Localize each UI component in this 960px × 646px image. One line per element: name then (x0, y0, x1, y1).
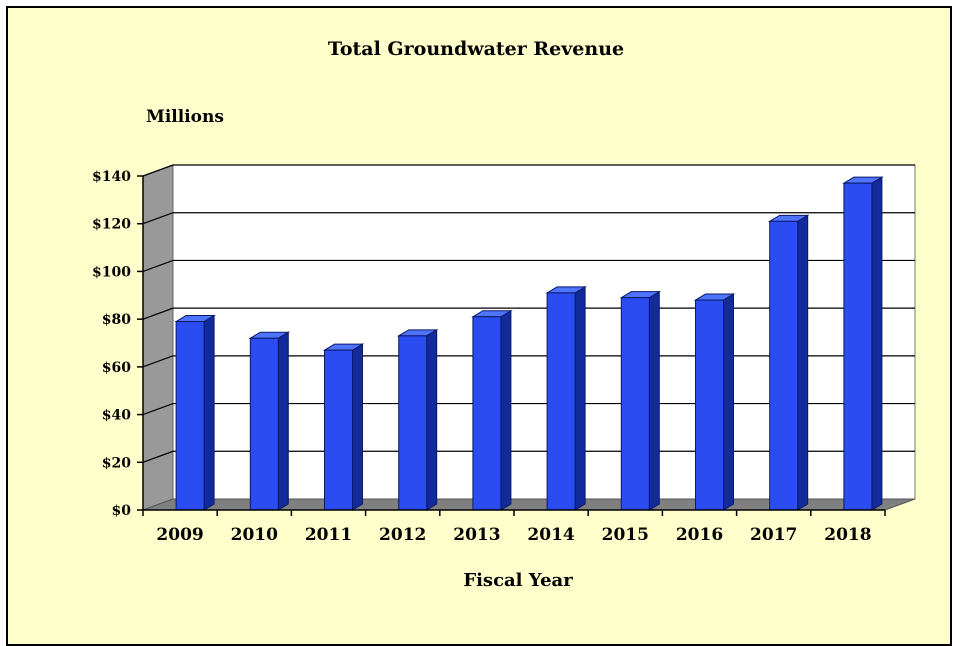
bar-front-2009 (175, 321, 205, 511)
chart-title: Total Groundwater Revenue (328, 38, 624, 60)
bar-front-2018 (843, 182, 873, 511)
bar-side-2009 (203, 314, 215, 511)
bar-front-2010 (249, 337, 279, 511)
x-tick-label-2017: 2017 (750, 525, 797, 545)
x-tick-label-2012: 2012 (379, 525, 426, 545)
y-unit-label: Millions (146, 107, 224, 127)
bar-2017 (767, 214, 810, 511)
bar-front-2015 (620, 297, 650, 511)
bar-chart: Total Groundwater Revenue Millions $0 $20… (92, 38, 916, 591)
y-tick-label-140: $140 (92, 169, 131, 185)
bar-front-2016 (695, 299, 724, 511)
gridlines (142, 164, 915, 463)
gridline-20 (142, 450, 915, 463)
y-tick-label-0: $0 (112, 503, 132, 519)
x-tick-label-2018: 2018 (824, 525, 871, 545)
y-tick-label-80: $80 (102, 312, 131, 328)
bar-2010 (248, 331, 291, 511)
bar-front-2017 (769, 220, 799, 511)
bar-side-2011 (352, 343, 363, 511)
x-tick-label-2009: 2009 (156, 525, 203, 545)
y-axis-ticks: $0 $20 $40 $60 $80 $100 $120 $140 (92, 169, 144, 519)
bar-front-2012 (398, 335, 428, 511)
bar-side-2017 (797, 214, 809, 511)
y-tick-label-100: $100 (92, 264, 131, 280)
bar-2018 (842, 176, 884, 511)
gridline-80 (142, 307, 915, 320)
bars (174, 176, 884, 511)
x-tick-label-2015: 2015 (602, 525, 649, 545)
bar-front-2013 (472, 316, 502, 511)
gridline-100 (142, 259, 915, 272)
bar-2012 (396, 328, 439, 511)
gridline-40 (142, 402, 915, 416)
x-tick-label-2014: 2014 (527, 525, 574, 545)
x-tick-label-2010: 2010 (231, 525, 278, 545)
gridline-140 (142, 164, 915, 177)
y-tick-label-120: $120 (92, 217, 131, 233)
bar-side-2012 (426, 328, 438, 511)
bar-2014 (545, 286, 587, 511)
bar-side-2013 (500, 309, 512, 511)
bar-2011 (322, 343, 365, 511)
x-tick-label-2013: 2013 (453, 525, 500, 545)
gridline-60 (142, 355, 915, 368)
bar-side-2014 (574, 286, 586, 511)
plot-side-wall (142, 164, 174, 511)
bar-2009 (174, 314, 216, 511)
x-tick-label-2016: 2016 (676, 525, 723, 545)
y-tick-label-20: $20 (102, 455, 131, 471)
bar-2013 (471, 309, 513, 511)
bar-side-2016 (723, 293, 734, 511)
x-tick-label-2011: 2011 (305, 525, 352, 545)
bar-2016 (693, 293, 736, 511)
y-tick-label-60: $60 (102, 360, 131, 376)
bar-front-2011 (324, 349, 353, 511)
bar-side-2018 (871, 176, 883, 511)
bar-side-2015 (648, 290, 660, 511)
bar-2015 (619, 290, 662, 511)
x-axis-title: Fiscal Year (463, 570, 573, 591)
gridline-120 (142, 212, 915, 225)
bar-front-2014 (546, 292, 576, 511)
y-tick-label-40: $40 (102, 408, 131, 424)
chart-frame: Total Groundwater Revenue Millions $0 $20… (6, 6, 952, 646)
x-axis-ticks: 2009 2010 2011 2012 2013 2014 2015 2016 2017 2018 (142, 509, 886, 545)
bar-side-2010 (277, 331, 289, 511)
